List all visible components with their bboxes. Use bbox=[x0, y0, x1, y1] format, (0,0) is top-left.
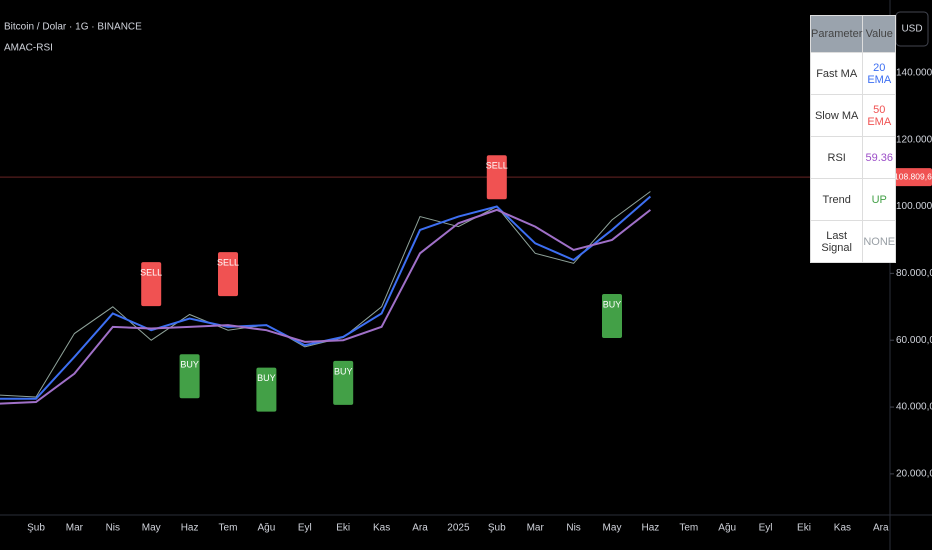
table-cell: Trend bbox=[809, 178, 864, 221]
signal-marker bbox=[256, 367, 277, 412]
y-tick-label: 100.000,00 bbox=[896, 201, 932, 212]
table-cell: Slow MA bbox=[809, 94, 864, 137]
table-cell: Fast MA bbox=[809, 52, 864, 95]
signal-label: SELL bbox=[486, 161, 508, 171]
price-tag bbox=[892, 168, 932, 187]
x-tick-label: Ara bbox=[873, 523, 889, 534]
x-tick-label: Mar bbox=[66, 523, 84, 534]
currency-button[interactable] bbox=[895, 11, 929, 47]
x-tick-label: Tem bbox=[219, 523, 238, 534]
signal-label: BUY bbox=[180, 360, 199, 370]
x-tick-label: 2025 bbox=[447, 523, 470, 534]
table-cell: Last Signal bbox=[809, 220, 864, 263]
signal-label: BUY bbox=[603, 299, 622, 309]
table-cell: 50 EMA bbox=[862, 94, 897, 137]
x-tick-label: Eki bbox=[336, 523, 350, 534]
signal-label: SELL bbox=[217, 258, 239, 268]
x-tick-label: Eki bbox=[797, 523, 811, 534]
signal-label: BUY bbox=[257, 373, 276, 383]
x-tick-label: Ağu bbox=[718, 523, 736, 534]
x-tick-label: Şub bbox=[27, 523, 45, 534]
signal-label: SELL bbox=[140, 268, 162, 278]
table-cell: UP bbox=[862, 178, 897, 221]
y-tick-label: 20.000,00 bbox=[896, 469, 932, 480]
x-tick-label: May bbox=[142, 523, 161, 534]
table-row: Trend UP bbox=[809, 178, 897, 221]
table-row: Fast MA 20 EMA bbox=[809, 52, 897, 95]
indicator-name: AMAC-RSI bbox=[4, 43, 53, 54]
signal-label: BUY bbox=[334, 366, 353, 376]
price-series bbox=[0, 208, 652, 405]
y-tick-label: 80.000,00 bbox=[896, 268, 932, 279]
chart-title: Bitcoin / Dolar · 1G · BINANCE bbox=[4, 22, 142, 33]
table-cell: RSI bbox=[809, 136, 864, 179]
x-tick-label: Kas bbox=[373, 523, 390, 534]
x-tick-label: Nis bbox=[566, 523, 580, 534]
table-cell: 20 EMA bbox=[862, 52, 897, 95]
table-cell: Parameter bbox=[809, 15, 864, 53]
table-cell: NONE bbox=[862, 220, 897, 263]
x-tick-label: Ağu bbox=[258, 523, 276, 534]
y-tick-label: 40.000,00 bbox=[896, 402, 932, 413]
price-label: 108.809,69 bbox=[894, 171, 932, 181]
signal-marker bbox=[218, 252, 238, 297]
signal-marker bbox=[141, 262, 162, 307]
signal-marker bbox=[602, 294, 622, 339]
price-series bbox=[0, 191, 651, 398]
y-tick-label: 140.000,00 bbox=[896, 67, 932, 78]
x-tick-label: Şub bbox=[488, 523, 506, 534]
table-row: Last Signal NONE bbox=[809, 220, 897, 263]
signal-marker bbox=[179, 354, 200, 399]
y-tick-label: 60.000,00 bbox=[896, 335, 932, 346]
table-cell: Value bbox=[862, 15, 897, 53]
x-tick-label: Nis bbox=[106, 523, 120, 534]
x-tick-label: Eyl bbox=[298, 523, 312, 534]
x-tick-label: Ara bbox=[412, 523, 428, 534]
currency-label[interactable]: USD bbox=[901, 24, 922, 35]
table-row: Parameter Value bbox=[809, 15, 897, 53]
x-tick-label: Tem bbox=[679, 523, 698, 534]
x-tick-label: Eyl bbox=[759, 523, 773, 534]
x-tick-label: Kas bbox=[834, 523, 851, 534]
x-tick-label: Haz bbox=[181, 523, 199, 534]
signal-marker bbox=[486, 155, 507, 200]
signal-marker bbox=[333, 360, 354, 405]
table-row: Slow MA 50 EMA bbox=[809, 94, 897, 137]
table-row: RSI 59.36 bbox=[809, 136, 897, 179]
x-tick-label: May bbox=[603, 523, 622, 534]
parameter-table: Parameter Value Fast MA 20 EMA Slow MA 50 EMA… bbox=[809, 15, 897, 263]
x-tick-label: Mar bbox=[527, 523, 545, 534]
x-tick-label: Haz bbox=[642, 523, 660, 534]
y-tick-label: 120.000,00 bbox=[896, 134, 932, 145]
table-cell: 59.36 bbox=[862, 136, 897, 179]
